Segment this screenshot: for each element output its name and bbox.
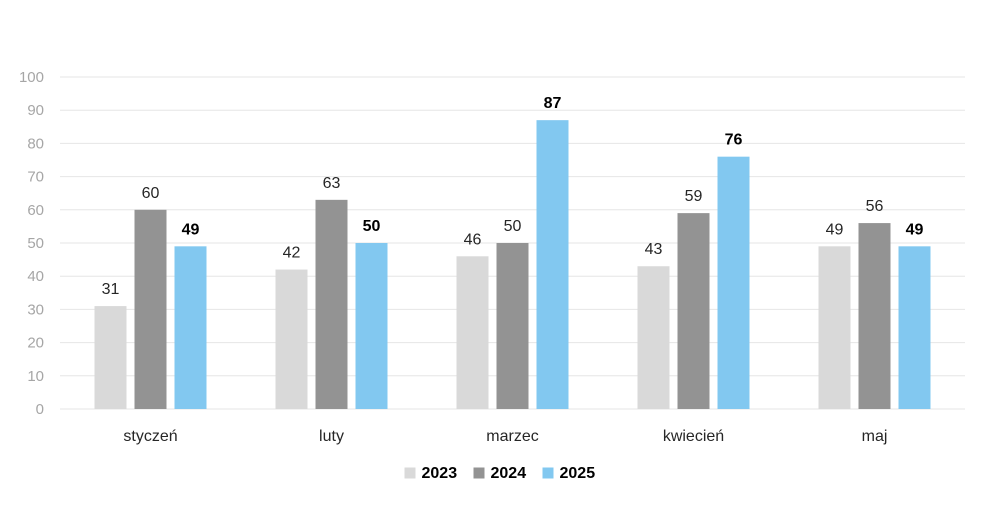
- legend-swatch-2023: [404, 467, 416, 479]
- y-tick-label: 50: [27, 235, 44, 252]
- x-axis-category-labels: styczeń luty marzec kwiecień maj: [123, 428, 887, 445]
- data-label-2023-kwiecień: 43: [645, 241, 663, 258]
- bar-2023-luty: [275, 269, 308, 409]
- bar-2024-luty: [315, 199, 348, 409]
- data-label-2024-styczeń: 60: [142, 185, 160, 202]
- data-label-2025-kwiecień: 76: [725, 132, 743, 149]
- y-axis-tick-labels: 0 10 20 30 40 50 60 70 80 90 100: [19, 69, 44, 418]
- bar-2025-maj: [898, 246, 931, 409]
- y-tick-label: 80: [27, 135, 44, 152]
- legend-label-2025: 2025: [560, 465, 596, 482]
- legend-label-2024: 2024: [491, 465, 527, 482]
- bar-2023-marzec: [456, 256, 489, 409]
- x-category-label: styczeń: [123, 428, 177, 445]
- bar-2024-styczeń: [134, 209, 167, 409]
- bar-2025-luty: [355, 243, 388, 409]
- data-label-2025-styczeń: 49: [182, 221, 200, 238]
- y-tick-label: 30: [27, 301, 44, 318]
- y-tick-label: 70: [27, 169, 44, 186]
- bar-2023-maj: [818, 246, 851, 409]
- bar-2025-marzec: [536, 120, 569, 409]
- bar-2024-maj: [858, 223, 891, 409]
- data-label-2024-marzec: 50: [504, 218, 522, 235]
- data-label-2024-maj: 56: [866, 198, 884, 215]
- bar-2025-kwiecień: [717, 156, 750, 409]
- y-tick-label: 90: [27, 102, 44, 119]
- y-tick-label: 60: [27, 202, 44, 219]
- data-label-2025-luty: 50: [363, 218, 381, 235]
- data-label-2023-maj: 49: [826, 221, 844, 238]
- data-label-2024-luty: 63: [323, 175, 341, 192]
- bars: [94, 120, 931, 409]
- y-tick-label: 100: [19, 69, 44, 86]
- y-tick-label: 10: [27, 368, 44, 385]
- x-category-label: marzec: [486, 428, 538, 445]
- legend-swatch-2025: [542, 467, 554, 479]
- bar-2023-styczeń: [94, 306, 127, 409]
- data-label-2023-styczeń: 31: [102, 281, 120, 298]
- legend-swatch-2024: [473, 467, 485, 479]
- y-tick-label: 40: [27, 268, 44, 285]
- x-category-label: luty: [319, 428, 344, 445]
- data-label-2025-marzec: 87: [544, 95, 562, 112]
- y-tick-label: 0: [36, 401, 44, 418]
- data-label-2023-luty: 42: [283, 245, 301, 262]
- legend: 2023 2024 2025: [404, 465, 596, 482]
- bar-2023-kwiecień: [637, 266, 670, 409]
- y-tick-label: 20: [27, 335, 44, 352]
- data-labels: 31 60 49 42 63 50 46 50 87 43 59 76 49 56 49: [102, 95, 924, 298]
- bar-2024-marzec: [496, 243, 529, 409]
- x-category-label: kwiecień: [663, 428, 724, 445]
- data-label-2023-marzec: 46: [464, 231, 482, 248]
- x-category-label: maj: [862, 428, 888, 445]
- data-label-2024-kwiecień: 59: [685, 188, 703, 205]
- bar-2024-kwiecień: [677, 213, 710, 409]
- bar-2025-styczeń: [174, 246, 207, 409]
- legend-label-2023: 2023: [422, 465, 458, 482]
- data-label-2025-maj: 49: [906, 221, 924, 238]
